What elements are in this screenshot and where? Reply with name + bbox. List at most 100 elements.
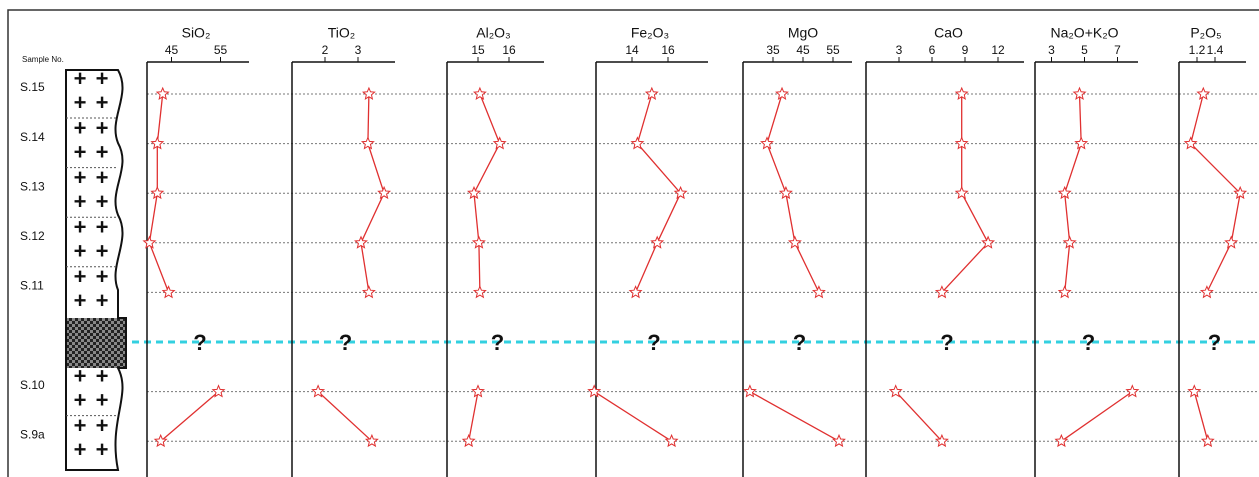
annotation: ?: [491, 330, 504, 355]
star-marker: [934, 433, 949, 448]
x-tick-label: 1.4: [1207, 43, 1224, 57]
panel-title: Al₂O₃: [476, 25, 510, 41]
x-tick-label: 45: [165, 43, 179, 57]
x-tick-label: 16: [661, 43, 675, 57]
profile-line: [317, 391, 373, 442]
star-marker: [1196, 86, 1211, 100]
profile-line: [160, 391, 219, 442]
gap-layer: [66, 318, 126, 368]
profile-line: [1061, 391, 1133, 442]
cross: +: [74, 387, 87, 412]
cross: +: [96, 215, 109, 240]
x-tick-label: 3: [355, 43, 362, 57]
star-marker: [1125, 384, 1140, 398]
cross: +: [74, 189, 87, 214]
star-marker: [1200, 433, 1215, 448]
cross: +: [74, 437, 87, 462]
star-marker: [311, 384, 326, 398]
annotation: ?: [793, 330, 806, 355]
star-marker: [472, 285, 487, 299]
star-marker: [155, 86, 170, 100]
star-marker: [1072, 86, 1087, 100]
panel-title: MgO: [788, 25, 818, 41]
x-tick-label: 6: [929, 43, 936, 57]
x-tick-label: 3: [1048, 43, 1055, 57]
profile-line: [749, 391, 840, 442]
star-marker: [142, 235, 157, 249]
star-marker: [954, 136, 969, 150]
sample-name: S.13: [20, 179, 45, 193]
star-marker: [811, 285, 826, 299]
star-marker: [361, 86, 376, 100]
star-marker: [360, 136, 375, 150]
star-marker: [673, 185, 688, 200]
cross: +: [74, 115, 87, 140]
annotation: ?: [193, 330, 206, 355]
lithology-column: + ++ ++ ++ ++ ++ ++ ++ ++ ++ ++ ++ ++ ++ +: [65, 66, 127, 471]
cross: +: [96, 387, 109, 412]
star-marker: [361, 285, 376, 299]
cross: +: [96, 189, 109, 214]
star-marker: [1233, 185, 1248, 200]
panel-title: Na₂O+K₂O: [1050, 25, 1118, 41]
star-marker: [934, 285, 949, 299]
annotation: ?: [339, 330, 352, 355]
cross: +: [96, 165, 109, 190]
cross: +: [96, 139, 109, 164]
panel-title: SiO₂: [182, 25, 211, 41]
star-marker: [1057, 185, 1072, 200]
panel-title: P₂O₅: [1190, 25, 1221, 41]
star-marker: [587, 384, 602, 398]
cross: +: [96, 239, 109, 264]
annotation: ?: [1082, 330, 1095, 355]
star-marker: [150, 136, 165, 150]
annotation: ?: [1208, 330, 1221, 355]
x-tick-label: 2: [322, 43, 329, 57]
sample-name: S.9a: [20, 427, 45, 441]
x-tick-label: 1.2: [1189, 43, 1206, 57]
star-marker: [760, 136, 774, 150]
star-marker: [888, 384, 903, 398]
x-tick-label: 55: [214, 43, 228, 57]
sample-name: S.12: [20, 229, 45, 243]
x-tick-label: 55: [826, 43, 840, 57]
star-marker: [742, 384, 757, 398]
panel-title: TiO₂: [328, 25, 355, 41]
star-marker: [354, 235, 368, 249]
cross: +: [74, 90, 87, 115]
star-marker: [1183, 136, 1198, 150]
sample-name: S.14: [20, 130, 45, 144]
cross: +: [96, 264, 109, 289]
star-marker: [832, 433, 846, 448]
sample-name: S.10: [20, 378, 45, 392]
star-marker: [628, 285, 643, 299]
sample-name: S.11: [20, 279, 44, 293]
cross: +: [74, 139, 87, 164]
profile-line: [1193, 391, 1209, 442]
cross: +: [74, 165, 87, 190]
cross: +: [96, 363, 109, 388]
star-marker: [1074, 136, 1089, 150]
star-marker: [472, 86, 487, 100]
sample-label: Sample No.: [22, 55, 64, 64]
star-marker: [630, 136, 645, 150]
cross: +: [74, 264, 87, 289]
star-marker: [954, 185, 969, 200]
cross: +: [74, 413, 87, 438]
x-tick-label: 45: [796, 43, 810, 57]
star-marker: [954, 86, 969, 100]
star-marker: [664, 433, 679, 448]
profile-line: [593, 391, 672, 442]
star-marker: [644, 86, 659, 100]
star-marker: [150, 185, 165, 200]
x-tick-label: 15: [471, 43, 485, 57]
cross: +: [74, 363, 87, 388]
star-marker: [467, 185, 481, 200]
x-tick-label: 35: [766, 43, 780, 57]
star-marker: [1224, 235, 1239, 249]
star-marker: [161, 285, 176, 299]
star-marker: [377, 185, 392, 200]
cross: +: [96, 66, 109, 91]
star-marker: [492, 136, 507, 150]
x-tick-label: 3: [896, 43, 903, 57]
